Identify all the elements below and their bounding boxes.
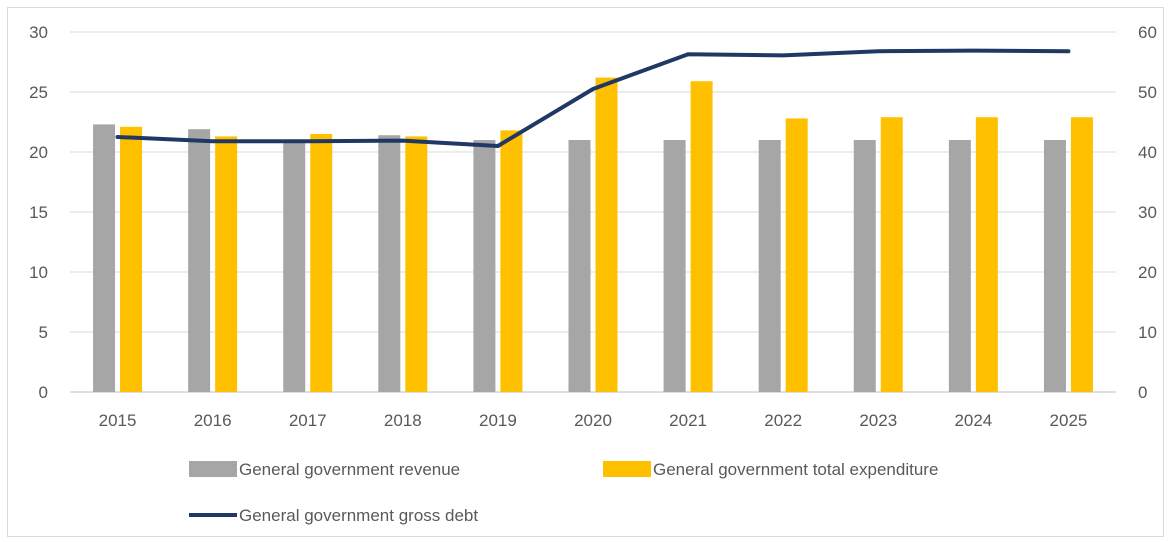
right-tick-label: 50: [1138, 83, 1157, 102]
legend-label-debt: General government gross debt: [239, 506, 478, 525]
expenditure-bar: [880, 117, 903, 392]
x-tick-label: 2016: [194, 411, 232, 430]
x-tick-label: 2024: [954, 411, 992, 430]
revenue-bar: [473, 140, 496, 392]
right-tick-label: 40: [1138, 143, 1157, 162]
legend: General government revenue General gover…: [189, 460, 938, 525]
legend-swatch-expenditure: [603, 461, 651, 477]
x-tick-label: 2015: [99, 411, 137, 430]
right-axis-ticks: 0 10 20 30 40 50 60: [1138, 23, 1157, 402]
right-tick-label: 30: [1138, 203, 1157, 222]
left-tick-label: 20: [29, 143, 48, 162]
x-tick-label: 2025: [1050, 411, 1088, 430]
expenditure-bar: [405, 136, 428, 392]
right-tick-label: 60: [1138, 23, 1157, 42]
legend-label-expenditure: General government total expenditure: [653, 460, 938, 479]
x-tick-label: 2020: [574, 411, 612, 430]
left-tick-label: 10: [29, 263, 48, 282]
revenue-bar: [378, 135, 401, 392]
x-tick-label: 2023: [859, 411, 897, 430]
debt-series-line: [115, 48, 1071, 148]
revenue-bar: [948, 140, 971, 392]
legend-swatch-revenue: [189, 461, 237, 477]
revenue-bar: [758, 140, 781, 392]
left-tick-label: 5: [39, 323, 48, 342]
expenditure-bar: [1070, 117, 1093, 392]
debt-line: [115, 48, 1071, 148]
right-tick-label: 0: [1138, 383, 1147, 402]
revenue-bar: [663, 140, 686, 392]
gridlines: [70, 31, 1116, 393]
revenue-bar: [1043, 140, 1066, 392]
left-tick-label: 25: [29, 83, 48, 102]
right-tick-label: 20: [1138, 263, 1157, 282]
revenue-bar: [188, 129, 211, 392]
bars: [93, 77, 1093, 393]
x-tick-label: 2019: [479, 411, 517, 430]
right-tick-label: 10: [1138, 323, 1157, 342]
left-tick-label: 15: [29, 203, 48, 222]
left-tick-label: 30: [29, 23, 48, 42]
expenditure-bar: [310, 134, 333, 392]
expenditure-bar: [785, 118, 808, 393]
revenue-bar: [93, 124, 116, 393]
expenditure-bar: [690, 81, 713, 392]
x-tick-label: 2017: [289, 411, 327, 430]
x-tick-label: 2018: [384, 411, 422, 430]
x-axis-ticks: 2015 2016 2017 2018 2019 2020 2021 2022 2023 2024…: [99, 411, 1088, 430]
expenditure-bar: [120, 126, 143, 393]
x-tick-label: 2022: [764, 411, 802, 430]
expenditure-bar: [975, 117, 998, 392]
x-tick-label: 2021: [669, 411, 707, 430]
revenue-bar: [568, 140, 591, 392]
expenditure-bar: [595, 77, 618, 392]
legend-label-revenue: General government revenue: [239, 460, 460, 479]
left-axis-ticks: 0 5 10 15 20 25 30: [29, 23, 48, 402]
revenue-bar: [853, 140, 876, 392]
expenditure-bar: [500, 130, 523, 392]
revenue-bar: [283, 140, 306, 392]
left-tick-label: 0: [39, 383, 48, 402]
expenditure-bar: [215, 136, 238, 392]
